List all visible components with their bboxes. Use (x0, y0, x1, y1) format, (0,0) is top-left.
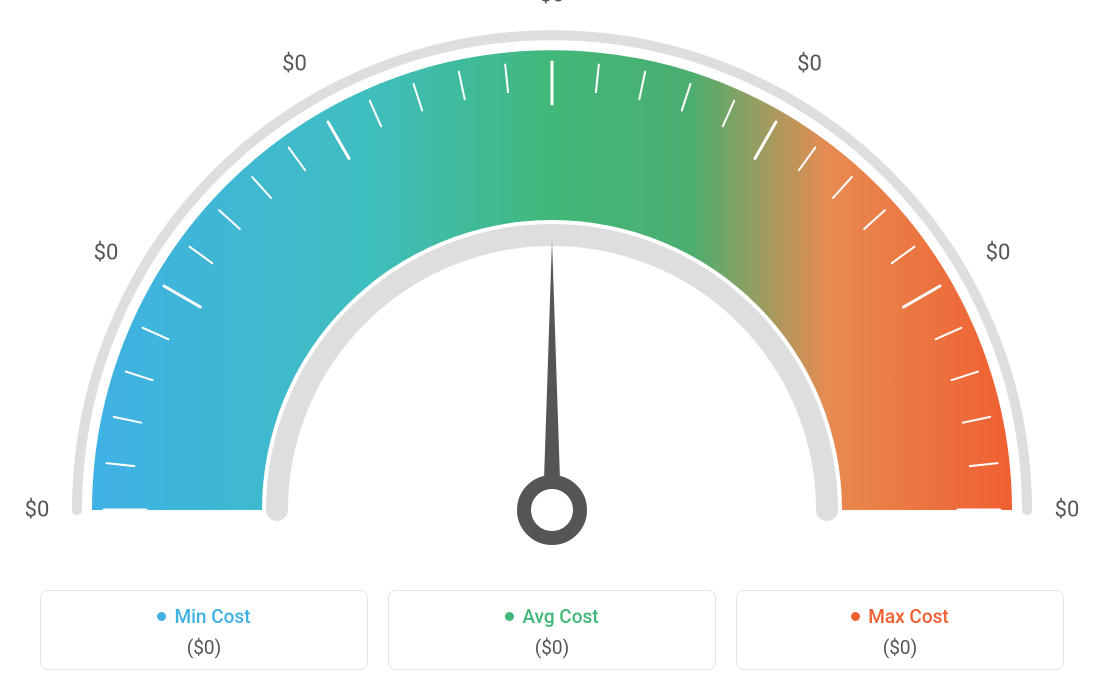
legend-card-avg: Avg Cost ($0) (388, 590, 716, 670)
gauge-chart-container: $0 $0 $0 $0 $0 $0 $0 Min Cost ($0) Avg Cost ($… (0, 0, 1104, 690)
legend-card-min: Min Cost ($0) (40, 590, 368, 670)
gauge-tick-label: $0 (1055, 498, 1080, 523)
gauge-tick-label: $0 (540, 0, 565, 8)
legend-card-max: Max Cost ($0) (736, 590, 1064, 670)
legend-value-avg: ($0) (401, 636, 703, 659)
gauge-svg (0, 0, 1104, 560)
gauge-tick-label: $0 (282, 51, 307, 76)
legend-value-max: ($0) (749, 636, 1051, 659)
legend-label-max: Max Cost (868, 605, 948, 628)
legend-value-min: ($0) (53, 636, 355, 659)
legend-dot-min (157, 612, 166, 621)
legend-label-avg: Avg Cost (522, 605, 598, 628)
legend-dot-avg (505, 612, 514, 621)
gauge-tick-label: $0 (797, 51, 822, 76)
legend-dot-max (851, 612, 860, 621)
gauge-tick-label: $0 (986, 240, 1011, 265)
legend: Min Cost ($0) Avg Cost ($0) Max Cost ($0… (40, 590, 1064, 670)
legend-label-min: Min Cost (174, 605, 250, 628)
gauge-tick-label: $0 (25, 498, 50, 523)
gauge-tick-label: $0 (94, 240, 119, 265)
gauge-area: $0 $0 $0 $0 $0 $0 $0 (0, 0, 1104, 560)
